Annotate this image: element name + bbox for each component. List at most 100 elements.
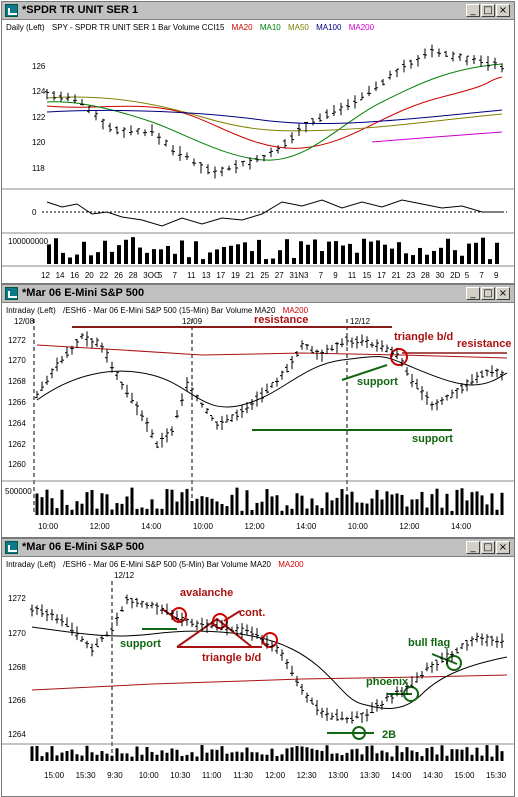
legend-ma20: MA20 xyxy=(231,23,253,32)
volume-bar xyxy=(485,504,489,515)
price-chart-canvas[interactable]: 12/12 1272 1270 1268 1266 1264 avalanche… xyxy=(2,539,514,796)
volume-bar xyxy=(152,249,156,264)
minimize-button[interactable]: _ xyxy=(466,287,480,300)
volume-bar xyxy=(210,749,214,761)
volume-bar xyxy=(430,746,434,761)
volume-bar xyxy=(460,255,464,264)
title-bar[interactable]: *Mar 06 E-Mini S&P 500 _ □ × xyxy=(2,285,514,303)
y-tick: 118 xyxy=(32,164,45,173)
volume-bar xyxy=(185,488,189,515)
volume-bar xyxy=(376,240,380,264)
close-button[interactable]: × xyxy=(496,4,510,17)
price-chart-canvas[interactable]: 12/08 12/09 12/12 1272 1270 1268 1266 12… xyxy=(2,285,514,537)
volume-bar xyxy=(85,745,89,761)
close-button[interactable]: × xyxy=(496,541,510,554)
volume-bar xyxy=(145,508,149,515)
spy-daily-chart-window[interactable]: *SPDR TR UNIT SER 1 _ □ × Daily (Left) S… xyxy=(1,1,515,284)
volume-bar xyxy=(360,754,364,761)
cci-zero-tick: 0 xyxy=(32,208,37,217)
volume-bar xyxy=(150,751,154,761)
volume-bar xyxy=(420,756,424,761)
volume-bar xyxy=(225,753,229,761)
x-tick: 10:00 xyxy=(38,522,59,531)
volume-bar xyxy=(410,499,414,515)
resistance-label-right: resistance xyxy=(457,338,511,350)
volume-bar xyxy=(320,508,324,515)
x-tick: 12:00 xyxy=(245,522,266,531)
x-tick: 15 xyxy=(362,271,371,280)
volume-bar xyxy=(220,504,224,515)
title-bar[interactable]: *Mar 06 E-Mini S&P 500 _ □ × xyxy=(2,539,514,557)
volume-bar xyxy=(395,745,399,761)
volume-bar xyxy=(300,495,304,515)
volume-bar xyxy=(135,746,139,761)
close-button[interactable]: × xyxy=(496,287,510,300)
continuation-label: cont. xyxy=(239,607,265,619)
volume-bar xyxy=(306,244,310,264)
x-tick: 11:30 xyxy=(233,771,253,780)
volume-bar xyxy=(40,497,44,515)
volume-bar xyxy=(120,753,124,761)
volume-bar xyxy=(488,259,492,264)
x-tick: 11 xyxy=(187,271,196,280)
volume-bar xyxy=(315,505,319,515)
legend-symbol: /ESH6 - Mar 06 E-Mini S&P 500 (5-Min) Ba… xyxy=(63,560,271,569)
y-tick: 1268 xyxy=(8,377,26,386)
volume-bar xyxy=(68,257,72,264)
maximize-button[interactable]: □ xyxy=(481,287,495,300)
chart-app-icon xyxy=(5,541,18,554)
x-tick: 31N xyxy=(289,271,304,280)
x-tick: 13:00 xyxy=(328,771,349,780)
es-15min-chart-window[interactable]: *Mar 06 E-Mini S&P 500 _ □ × Intraday (L… xyxy=(1,284,515,538)
volume-bar xyxy=(305,508,309,515)
x-tick: 10:00 xyxy=(348,522,369,531)
title-bar[interactable]: *SPDR TR UNIT SER 1 _ □ × xyxy=(2,2,514,20)
volume-bar xyxy=(495,242,499,264)
maximize-button[interactable]: □ xyxy=(481,4,495,17)
volume-bar xyxy=(325,745,329,761)
minimize-button[interactable]: _ xyxy=(466,541,480,554)
minimize-button[interactable]: _ xyxy=(466,4,480,17)
volume-bar xyxy=(190,501,194,515)
legend-ma50: MA50 xyxy=(287,23,309,32)
volume-bar xyxy=(380,750,384,761)
2b-label: 2B xyxy=(382,729,396,741)
volume-bar xyxy=(270,496,274,515)
volume-scale-tick: 100000000 xyxy=(8,237,49,246)
x-tick: 14:00 xyxy=(296,522,317,531)
volume-bars xyxy=(35,487,504,515)
window-title: *Mar 06 E-Mini S&P 500 xyxy=(22,541,145,553)
volume-bar xyxy=(229,245,233,264)
volume-bar xyxy=(95,754,99,761)
volume-bar xyxy=(425,748,429,761)
volume-bar xyxy=(440,507,444,515)
volume-bar xyxy=(160,750,164,761)
volume-bar xyxy=(100,493,104,515)
volume-bar xyxy=(180,240,184,264)
chart-legend: Daily (Left) SPY - SPDR TR UNIT SER 1 Ba… xyxy=(6,22,510,33)
x-tick: 23 xyxy=(406,271,415,280)
volume-bar xyxy=(150,499,154,515)
es-5min-chart-window[interactable]: *Mar 06 E-Mini S&P 500 _ □ × Intraday (L… xyxy=(1,538,515,797)
volume-bar xyxy=(215,501,219,515)
volume-bar xyxy=(245,490,249,515)
volume-bar xyxy=(225,506,229,515)
volume-bar xyxy=(82,241,86,264)
volume-bar xyxy=(65,504,69,515)
volume-bar xyxy=(405,506,409,515)
phoenix-label: phoenix xyxy=(366,676,409,688)
volume-bar xyxy=(75,501,79,515)
support-label-upper: support xyxy=(357,376,398,388)
volume-bar xyxy=(465,500,469,515)
y-tick: 1272 xyxy=(8,336,26,345)
volume-bar xyxy=(110,251,114,264)
maximize-button[interactable]: □ xyxy=(481,541,495,554)
price-chart-canvas[interactable]: 126 124 122 120 118 0 100000000 12 14 16 20… xyxy=(2,2,514,283)
chart-legend: Intraday (Left) /ESH6 - Mar 06 E-Mini S&… xyxy=(6,559,510,570)
volume-bar xyxy=(245,747,249,761)
y-tick: 1270 xyxy=(8,356,26,365)
volume-bar xyxy=(320,251,324,264)
volume-bar xyxy=(385,752,389,761)
volume-bar xyxy=(195,498,199,515)
